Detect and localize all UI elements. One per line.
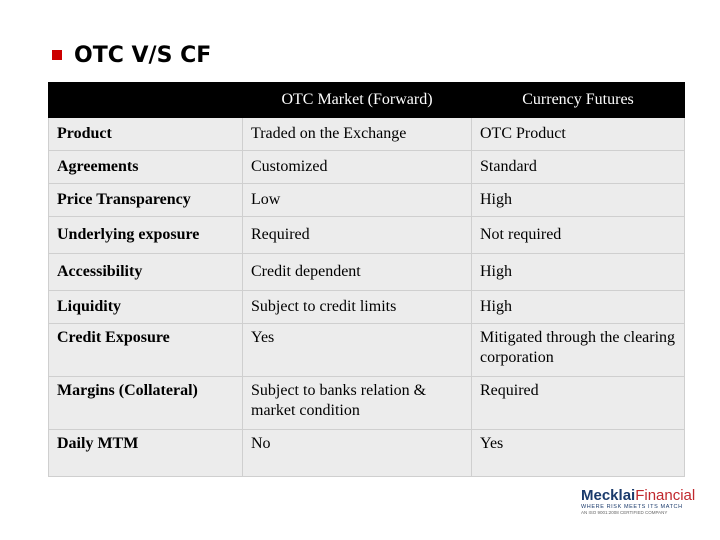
otc-cell: Required [242,216,472,254]
row-label: Product [48,117,243,151]
header-empty-cell [48,82,243,118]
otc-cell: Credit dependent [242,253,472,291]
logo-subline: AN ISO 9001:2008 CERTIFIED COMPANY [581,510,668,515]
comparison-table: OTC Market (Forward) Currency Futures Pr… [48,82,685,477]
table-row: Credit Exposure Yes Mitigated through th… [48,323,685,377]
row-label: Liquidity [48,290,243,324]
otc-cell: Subject to credit limits [242,290,472,324]
futures-cell: Yes [471,429,685,477]
row-label: Daily MTM [48,429,243,477]
otc-cell: Subject to banks relation & market condi… [242,376,472,430]
company-logo: MecklaiFinancial WHERE RISK MEETS ITS MA… [581,487,701,516]
logo-tagline: WHERE RISK MEETS ITS MATCH [581,504,683,510]
futures-cell: OTC Product [471,117,685,151]
futures-cell: High [471,183,685,217]
otc-cell: Traded on the Exchange [242,117,472,151]
futures-cell: Standard [471,150,685,184]
table-row: Agreements Customized Standard [48,150,685,184]
table-header-row: OTC Market (Forward) Currency Futures [48,82,685,118]
header-currency-futures: Currency Futures [471,82,685,118]
otc-cell: No [242,429,472,477]
row-label: Price Transparency [48,183,243,217]
row-label: Underlying exposure [48,216,243,254]
row-label: Accessibility [48,253,243,291]
table-row: Margins (Collateral) Subject to banks re… [48,376,685,430]
futures-cell: High [471,290,685,324]
futures-cell: Not required [471,216,685,254]
otc-cell: Low [242,183,472,217]
slide-title-row: OTC V/S CF [52,40,211,70]
bullet-square-icon [52,50,62,60]
otc-cell: Customized [242,150,472,184]
row-label: Agreements [48,150,243,184]
table-row: Product Traded on the Exchange OTC Produ… [48,117,685,151]
futures-cell: High [471,253,685,291]
table-row: Daily MTM No Yes [48,429,685,477]
table-row: Underlying exposure Required Not require… [48,216,685,254]
header-otc-forward: OTC Market (Forward) [242,82,472,118]
slide-title: OTC V/S CF [74,42,212,68]
otc-cell: Yes [242,323,472,377]
futures-cell: Mitigated through the clearing corporati… [471,323,685,377]
table-row: Accessibility Credit dependent High [48,253,685,291]
table-row: Liquidity Subject to credit limits High [48,290,685,324]
row-label: Margins (Collateral) [48,376,243,430]
futures-cell: Required [471,376,685,430]
table-row: Price Transparency Low High [48,183,685,217]
row-label: Credit Exposure [48,323,243,377]
logo-wordmark: MecklaiFinancial [581,487,696,504]
